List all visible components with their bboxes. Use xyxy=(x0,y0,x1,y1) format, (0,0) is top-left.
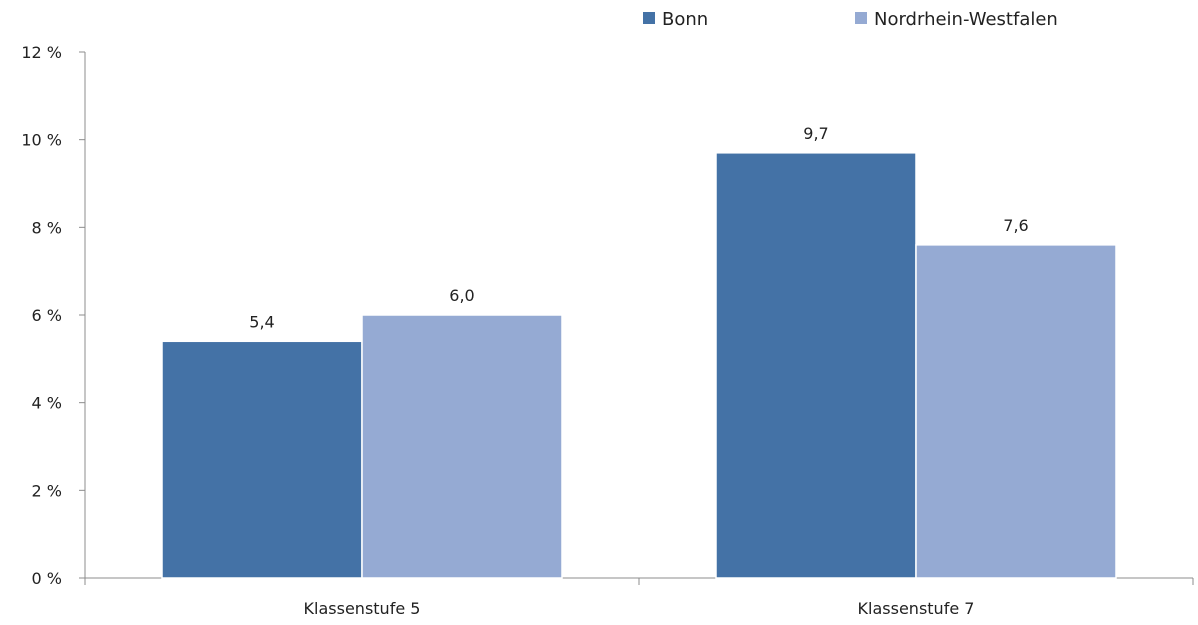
x-category-label: Klassenstufe 5 xyxy=(304,599,421,618)
bar-bonn-1 xyxy=(161,340,363,579)
y-tick-label: 2 % xyxy=(32,481,62,500)
y-tick-label: 12 % xyxy=(21,43,62,62)
y-tick-label: 4 % xyxy=(32,394,62,413)
bar-nordrhein-westfalen-1 xyxy=(361,314,563,579)
y-tick-label: 6 % xyxy=(32,306,62,325)
legend: Bonn Nordrhein-Westfalen xyxy=(643,9,1058,30)
bars xyxy=(161,152,1117,579)
bar-bonn-2 xyxy=(715,152,917,579)
y-tick-label: 8 % xyxy=(32,218,62,237)
x-category-label: Klassenstufe 7 xyxy=(858,599,975,618)
legend-swatch xyxy=(855,12,867,24)
legend-swatch xyxy=(643,12,655,24)
value-label: 6,0 xyxy=(449,286,474,305)
y-axis: 0 % 2 % 4 % 6 % 8 % 10 % 12 % xyxy=(21,43,86,588)
bar-nordrhein-westfalen-2 xyxy=(915,244,1117,579)
value-label: 5,4 xyxy=(249,312,274,331)
data-labels: 5,4 6,0 9,7 7,6 xyxy=(249,124,1028,331)
value-label: 9,7 xyxy=(803,124,828,143)
y-tick-label: 0 % xyxy=(32,569,62,588)
legend-label: Nordrhein-Westfalen xyxy=(874,9,1058,30)
legend-label: Bonn xyxy=(662,9,708,30)
value-label: 7,6 xyxy=(1003,216,1028,235)
x-axis: Klassenstufe 5 Klassenstufe 7 xyxy=(84,577,1194,618)
y-tick-label: 10 % xyxy=(21,131,62,150)
